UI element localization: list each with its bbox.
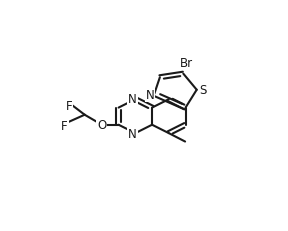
Text: N: N: [145, 88, 154, 101]
Text: Br: Br: [179, 57, 193, 70]
Text: S: S: [199, 83, 207, 96]
Text: O: O: [97, 119, 107, 132]
Text: N: N: [128, 128, 137, 140]
Text: N: N: [128, 93, 137, 106]
Text: F: F: [61, 120, 68, 133]
Text: F: F: [66, 100, 72, 112]
